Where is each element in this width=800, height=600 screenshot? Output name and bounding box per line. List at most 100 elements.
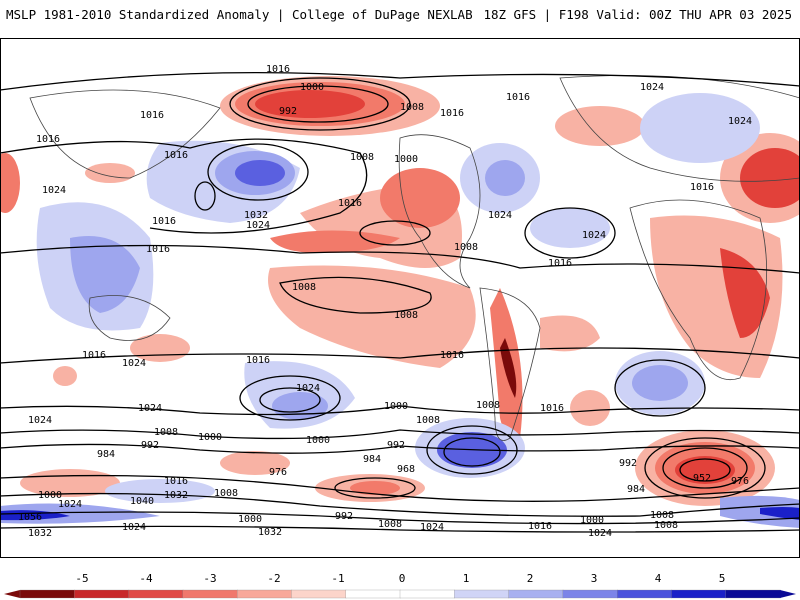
contour-label: 952 (693, 473, 711, 484)
contour-label: 1000 (384, 401, 408, 412)
contour-label: 1016 (440, 108, 464, 119)
contour-label: 1000 (238, 514, 262, 525)
contour-label: 1008 (650, 510, 674, 521)
contour-label: 1008 (154, 427, 178, 438)
contour-label: 1024 (122, 358, 146, 369)
contour-label: 1000 (306, 435, 330, 446)
contour-label: 1016 (266, 64, 290, 75)
colorbar-tick: 0 (398, 572, 406, 585)
contour-label: 1016 (540, 403, 564, 414)
colorbar-tick: -2 (267, 572, 281, 585)
colorbar-tick: -1 (331, 572, 345, 585)
colorbar-tick: -5 (75, 572, 89, 585)
contour-label: 1008 (394, 310, 418, 321)
colorbar-segment (671, 589, 727, 599)
colorbar-tick: 1 (462, 572, 470, 585)
contour-label: 992 (335, 511, 353, 522)
world-anomaly-map: 1016 1000 992 1008 1016 1016 1024 1024 1… (0, 38, 800, 558)
contour-label: 1016 (164, 476, 188, 487)
colorbar-segment (19, 589, 75, 599)
header-bar: MSLP 1981-2010 Standardized Anomaly | Co… (0, 0, 800, 32)
contour-label: 1008 (378, 519, 402, 530)
map-title: MSLP 1981-2010 Standardized Anomaly | Co… (6, 7, 473, 22)
colorbar: -5 -4 -3 -2 -1 0 1 2 3 4 5 (0, 572, 800, 600)
contour-label: 1024 (296, 383, 320, 394)
contour-label: 992 (619, 458, 637, 469)
contour-label: 1024 (122, 522, 146, 533)
contour-label: 1008 (350, 152, 374, 163)
contour-label: 1000 (198, 432, 222, 443)
contour-label: 992 (279, 106, 297, 117)
contour-label: 984 (97, 449, 115, 460)
contour-label: 1032 (244, 210, 268, 221)
colorbar-segment (236, 589, 293, 599)
colorbar-tick-labels: -5 -4 -3 -2 -1 0 1 2 3 4 5 (0, 572, 800, 586)
contour-label: 1016 (690, 182, 714, 193)
colorbar-segment (182, 589, 238, 599)
contour-label: 1016 (528, 521, 552, 532)
contour-label: 1016 (152, 216, 176, 227)
contour-label: 1024 (58, 499, 82, 510)
colorbar-segment (508, 589, 564, 599)
contour-label: 1000 (580, 515, 604, 526)
contour-label: 1032 (258, 527, 282, 538)
contour-label: 984 (627, 484, 645, 495)
colorbar-segment (74, 589, 130, 599)
contour-label: 1008 (416, 415, 440, 426)
colorbar-min-arrow (4, 590, 20, 598)
contour-label: 1032 (164, 490, 188, 501)
contour-label: 1016 (548, 258, 572, 269)
contour-label: 1024 (420, 522, 444, 533)
colorbar-tick: 4 (654, 572, 662, 585)
colorbar-segment (725, 589, 781, 599)
colorbar-segment (128, 589, 184, 599)
contour-label: 1008 (400, 102, 424, 113)
contour-label: 1024 (588, 528, 612, 539)
contour-label: 1008 (292, 282, 316, 293)
contour-label: 968 (397, 464, 415, 475)
contour-label: 1024 (246, 220, 270, 231)
contour-label: 1040 (130, 496, 154, 507)
contour-label: 976 (731, 476, 749, 487)
contour-label: 1024 (582, 230, 606, 241)
negative-anomaly-layer (0, 76, 800, 506)
isobar-contours (0, 72, 800, 533)
contour-label: 1016 (338, 198, 362, 209)
contour-label: 1008 (214, 488, 238, 499)
colorbar-tick: 2 (526, 572, 534, 585)
contour-label: 1016 (140, 110, 164, 121)
contour-label: 1024 (28, 415, 52, 426)
colorbar-segment (616, 589, 673, 599)
contour-label: 1016 (164, 150, 188, 161)
contour-label: 1000 (38, 490, 62, 501)
contour-label: 1016 (440, 350, 464, 361)
colorbar-segment (291, 589, 347, 599)
contour-label: 1000 (394, 154, 418, 165)
colorbar-segment (562, 589, 618, 599)
contour-label: 1024 (640, 82, 664, 93)
contour-label: 1016 (246, 355, 270, 366)
contour-label: 1024 (138, 403, 162, 414)
model-run-info: 18Z GFS | F198 Valid: 00Z THU APR 03 202… (483, 7, 792, 22)
colorbar-segment (345, 589, 401, 599)
contour-label: 1024 (488, 210, 512, 221)
contour-label: 992 (387, 440, 405, 451)
contour-label: 1008 (454, 242, 478, 253)
contour-label: 1024 (42, 185, 66, 196)
contour-label: 984 (363, 454, 381, 465)
colorbar-segment (399, 589, 455, 599)
contour-label: 1016 (82, 350, 106, 361)
contour-label: 1008 (476, 400, 500, 411)
contour-label: 1056 (18, 512, 42, 523)
contour-label: 1032 (28, 528, 52, 539)
colorbar-tick: 5 (718, 572, 726, 585)
contour-labels: 1016 1000 992 1008 1016 1016 1024 1024 1… (18, 64, 752, 539)
contour-label: 992 (141, 440, 159, 451)
contour-label: 1024 (728, 116, 752, 127)
contour-label: 1016 (146, 244, 170, 255)
contour-label: 1008 (654, 520, 678, 531)
contour-label: 1016 (506, 92, 530, 103)
colorbar-max-arrow (780, 590, 796, 598)
colorbar-tick: -4 (139, 572, 153, 585)
contour-label: 1016 (36, 134, 60, 145)
